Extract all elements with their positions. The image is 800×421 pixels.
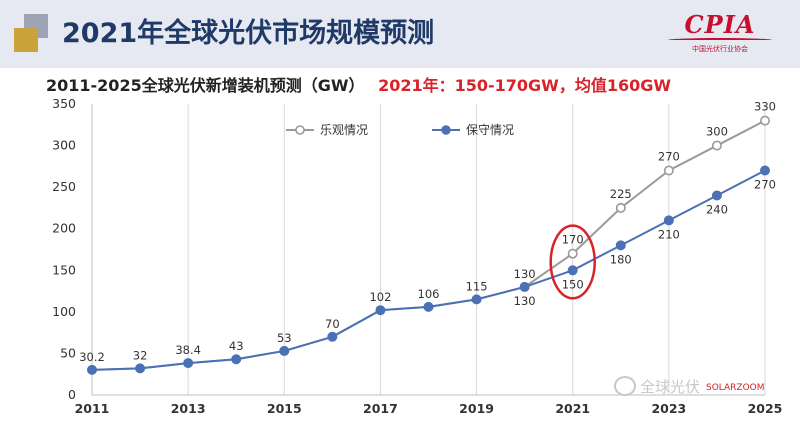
slide-header bbox=[0, 0, 800, 68]
series-line-conservative bbox=[91, 169, 766, 371]
data-label-conservative: 38.4 bbox=[175, 343, 201, 357]
data-point-optimistic bbox=[615, 202, 626, 213]
chart-highlight-subtitle: 2021年：150-170GW，均值160GW bbox=[378, 76, 672, 95]
legend-marker-optimistic bbox=[295, 125, 305, 135]
wechat-icon bbox=[614, 376, 636, 396]
data-label-conservative: 106 bbox=[418, 287, 440, 301]
data-point-conservative bbox=[327, 331, 338, 342]
logo-arc bbox=[668, 38, 772, 42]
x-tick-label: 2015 bbox=[267, 401, 302, 416]
logo-text: CPIA bbox=[684, 10, 756, 39]
x-tick-label: 2023 bbox=[651, 401, 686, 416]
x-tick-label: 2021 bbox=[555, 401, 590, 416]
data-point-optimistic bbox=[759, 115, 770, 126]
data-point-conservative bbox=[519, 281, 530, 292]
data-label-conservative: 32 bbox=[133, 348, 148, 362]
data-label-optimistic: 330 bbox=[754, 100, 776, 114]
data-label-conservative: 102 bbox=[369, 290, 391, 304]
data-label-optimistic: 225 bbox=[610, 187, 632, 201]
data-label-conservative: 210 bbox=[658, 227, 680, 241]
watermark-text: 全球光伏 bbox=[640, 378, 701, 396]
logo-subtext: 中国光伏行业协会 bbox=[692, 45, 748, 53]
data-label-conservative: 70 bbox=[325, 317, 340, 331]
legend-label-conservative: 保守情况 bbox=[466, 123, 514, 137]
data-point-optimistic bbox=[663, 165, 674, 176]
y-tick-label: 150 bbox=[52, 262, 76, 277]
y-tick-label: 100 bbox=[52, 304, 76, 319]
y-tick-label: 250 bbox=[52, 179, 76, 194]
legend-marker-conservative bbox=[441, 125, 451, 135]
data-point-conservative bbox=[423, 301, 434, 312]
data-point-optimistic bbox=[567, 248, 578, 259]
data-point-conservative bbox=[279, 345, 290, 356]
data-point-conservative bbox=[711, 190, 722, 201]
data-point-conservative bbox=[615, 240, 626, 251]
data-point-conservative bbox=[663, 215, 674, 226]
data-label-conservative: 30.2 bbox=[79, 350, 105, 364]
data-point-conservative bbox=[567, 265, 578, 276]
x-tick-label: 2017 bbox=[363, 401, 398, 416]
watermark-mark: SOLARZOOM bbox=[706, 383, 765, 393]
data-point-conservative bbox=[183, 358, 194, 369]
data-point-conservative bbox=[135, 363, 146, 374]
y-tick-label: 200 bbox=[52, 221, 76, 236]
data-label-optimistic: 300 bbox=[706, 125, 728, 139]
data-label-conservative: 43 bbox=[229, 339, 244, 353]
data-point-conservative bbox=[760, 165, 770, 176]
x-tick-label: 2025 bbox=[748, 401, 783, 416]
data-point-conservative bbox=[87, 364, 97, 375]
data-point-conservative bbox=[375, 305, 386, 316]
data-label-optimistic: 270 bbox=[658, 150, 680, 164]
data-label-conservative: 130 bbox=[514, 267, 536, 281]
data-label-conservative: 180 bbox=[610, 252, 632, 266]
decorative-square-gold bbox=[14, 28, 38, 52]
data-point-conservative bbox=[231, 354, 242, 365]
x-tick-label: 2019 bbox=[459, 401, 494, 416]
chart-subtitle: 2011-2025全球光伏新增装机预测（GW） bbox=[46, 76, 365, 95]
data-point-optimistic bbox=[711, 140, 722, 151]
highlight-ellipse bbox=[549, 224, 596, 300]
y-tick-label: 50 bbox=[60, 345, 76, 360]
data-label-conservative: 115 bbox=[466, 279, 488, 293]
cpia-logo: CPIA 中国光伏行业协会 bbox=[662, 8, 778, 62]
x-tick-label: 2011 bbox=[75, 401, 110, 416]
data-label-optimistic: 170 bbox=[562, 233, 584, 247]
data-label-conservative: 150 bbox=[562, 277, 584, 291]
data-point-conservative bbox=[471, 294, 482, 305]
y-tick-label: 0 bbox=[68, 387, 76, 402]
data-label-conservative: 53 bbox=[277, 331, 292, 345]
data-label-conservative: 130 bbox=[514, 294, 536, 308]
chart-subtitle-row: 2011-2025全球光伏新增装机预测（GW） 2021年：150-170GW，… bbox=[46, 74, 671, 98]
slide-title: 2021年全球光伏市场规模预测 bbox=[62, 18, 435, 49]
x-tick-label: 2013 bbox=[171, 401, 206, 416]
legend-label-optimistic: 乐观情况 bbox=[320, 123, 368, 137]
data-label-conservative: 240 bbox=[706, 202, 728, 216]
data-label-conservative: 270 bbox=[754, 178, 776, 192]
y-tick-label: 350 bbox=[52, 96, 76, 111]
y-tick-label: 300 bbox=[52, 138, 76, 153]
